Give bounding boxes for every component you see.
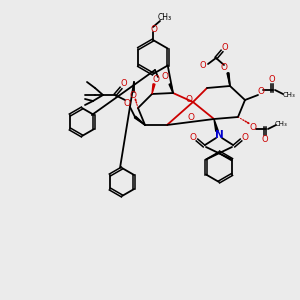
Text: O: O: [188, 112, 194, 122]
Text: O: O: [185, 94, 193, 103]
Text: O: O: [262, 134, 268, 143]
Text: O: O: [250, 122, 256, 131]
Text: O: O: [190, 134, 196, 142]
Polygon shape: [134, 116, 145, 125]
Text: CH₃: CH₃: [283, 92, 296, 98]
Text: O: O: [242, 134, 248, 142]
Text: O: O: [222, 43, 228, 52]
Text: O: O: [162, 72, 169, 81]
Text: O: O: [121, 80, 127, 88]
Text: O: O: [257, 88, 265, 97]
Polygon shape: [214, 119, 218, 131]
Text: N: N: [214, 130, 224, 140]
Text: O: O: [152, 76, 160, 85]
Polygon shape: [169, 84, 173, 93]
Text: O: O: [151, 25, 158, 34]
Text: O: O: [124, 98, 130, 107]
Text: CH₃: CH₃: [274, 121, 287, 127]
Text: O: O: [130, 91, 136, 100]
Text: O: O: [220, 64, 227, 73]
Polygon shape: [227, 73, 230, 86]
Text: O: O: [200, 61, 206, 70]
Polygon shape: [152, 84, 155, 94]
Text: O: O: [269, 76, 275, 85]
Text: CH₃: CH₃: [158, 13, 172, 22]
